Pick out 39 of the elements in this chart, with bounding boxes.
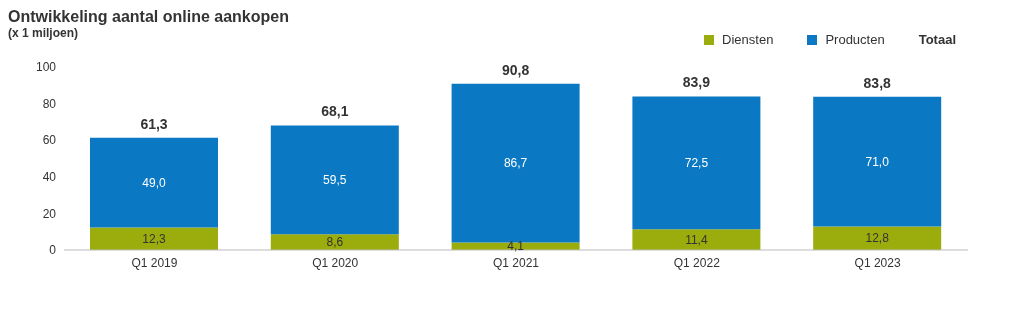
y-tick-label: 80 — [42, 96, 57, 111]
bar — [451, 83, 580, 243]
data-label: 71,0 — [865, 154, 890, 169]
legend-label: Diensten — [721, 32, 774, 47]
bar — [632, 96, 761, 230]
data-label: 72,5 — [684, 155, 709, 170]
y-tick-label: 40 — [42, 170, 57, 185]
legend-label: Producten — [824, 32, 885, 47]
chart-title: Ontwikkeling aantal online aankopen — [8, 8, 289, 26]
bar — [90, 227, 218, 250]
text: Totaal — [918, 32, 956, 47]
bar — [813, 96, 942, 227]
x-tick-label: Q1 2019 — [131, 255, 178, 270]
data-label: 59,5 — [323, 172, 347, 187]
bar — [632, 229, 761, 250]
data-label: 12,8 — [865, 231, 890, 246]
y-tick-label: 0 — [49, 243, 57, 258]
chart-subtitle: (x 1 miljoen) — [8, 26, 79, 40]
total-label: 90,8 — [501, 61, 530, 78]
y-tick-label: 60 — [42, 133, 57, 148]
y-tick-label: 20 — [42, 206, 57, 221]
bar — [90, 137, 218, 228]
y-tick-label: 100 — [35, 60, 57, 75]
total-label: 83,8 — [863, 74, 892, 91]
bar — [813, 226, 942, 250]
x-tick-label: Q1 2023 — [854, 255, 901, 270]
bar — [270, 125, 399, 235]
x-tick-label: Q1 2022 — [673, 255, 721, 270]
x-tick-label: Q1 2021 — [492, 255, 540, 270]
total-label: 61,3 — [140, 115, 168, 132]
data-label: 86,7 — [503, 156, 528, 171]
data-label: 11,4 — [685, 232, 708, 247]
x-tick-label: Q1 2020 — [312, 255, 359, 270]
total-label: 68,1 — [321, 103, 349, 120]
data-label: 12,3 — [142, 231, 166, 246]
bar — [270, 234, 399, 250]
data-label: 8,6 — [326, 235, 344, 250]
data-label: 49,0 — [142, 175, 166, 190]
total-label: 83,9 — [682, 74, 711, 91]
